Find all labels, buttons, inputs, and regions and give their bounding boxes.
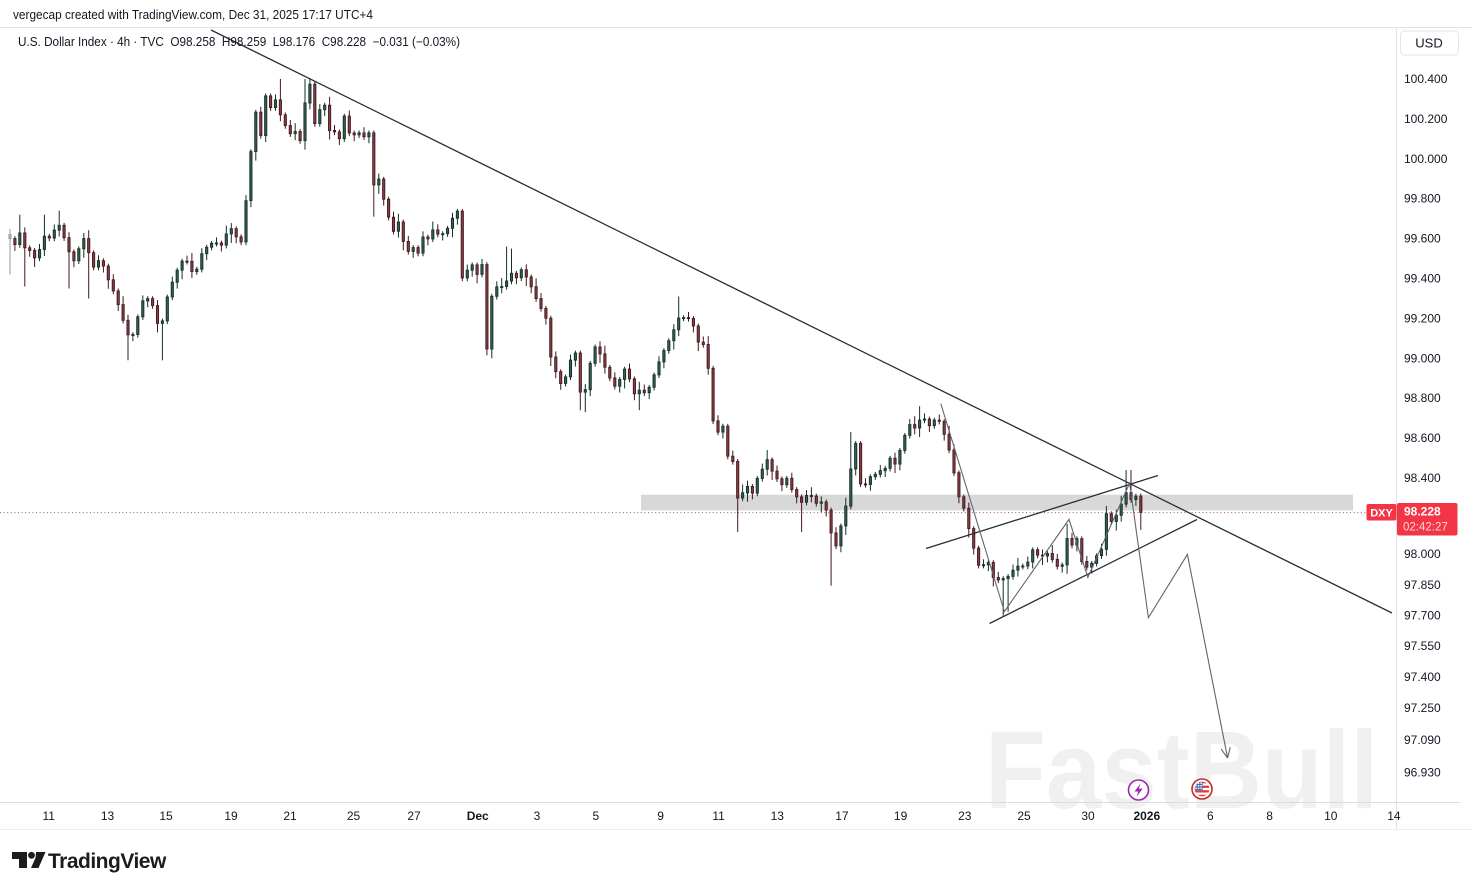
svg-text:U.S. Dollar Index · 4h · TVC: U.S. Dollar Index · 4h · TVC O98.258 H98… [18, 35, 460, 49]
svg-text:3: 3 [534, 809, 541, 823]
svg-text:98.400: 98.400 [1404, 471, 1441, 485]
svg-text:14: 14 [1387, 809, 1401, 823]
svg-text:27: 27 [407, 809, 421, 823]
svg-text:100.400: 100.400 [1404, 72, 1448, 86]
svg-text:13: 13 [771, 809, 785, 823]
svg-text:FastBull: FastBull [985, 709, 1378, 832]
svg-text:17: 17 [835, 809, 849, 823]
svg-text:100.000: 100.000 [1404, 152, 1448, 166]
svg-text:98.600: 98.600 [1404, 431, 1441, 445]
svg-text:11: 11 [42, 809, 55, 823]
svg-text:vergecap created with TradingV: vergecap created with TradingView.com, D… [13, 8, 373, 22]
svg-text:21: 21 [283, 809, 297, 823]
svg-text:5: 5 [593, 809, 600, 823]
svg-text:15: 15 [159, 809, 173, 823]
svg-text:30: 30 [1081, 809, 1095, 823]
svg-text:19: 19 [224, 809, 238, 823]
svg-text:11: 11 [712, 809, 725, 823]
svg-text:2026: 2026 [1133, 809, 1160, 823]
svg-text:100.200: 100.200 [1404, 112, 1448, 126]
svg-text:6: 6 [1207, 809, 1214, 823]
svg-text:10: 10 [1324, 809, 1338, 823]
svg-text:98.000: 98.000 [1404, 547, 1441, 561]
svg-text:99.000: 99.000 [1404, 351, 1441, 365]
svg-text:TradingView: TradingView [48, 850, 167, 873]
svg-text:97.400: 97.400 [1404, 670, 1441, 684]
svg-text:97.850: 97.850 [1404, 578, 1441, 592]
svg-text:99.400: 99.400 [1404, 272, 1441, 286]
svg-text:25: 25 [1017, 809, 1031, 823]
svg-text:02:42:27: 02:42:27 [1403, 522, 1448, 534]
svg-text:96.930: 96.930 [1404, 766, 1441, 780]
svg-text:99.200: 99.200 [1404, 311, 1441, 325]
svg-text:13: 13 [101, 809, 115, 823]
svg-text:23: 23 [958, 809, 972, 823]
svg-text:19: 19 [894, 809, 908, 823]
svg-text:8: 8 [1266, 809, 1273, 823]
svg-text:98.800: 98.800 [1404, 391, 1441, 405]
svg-text:DXY: DXY [1370, 508, 1393, 520]
svg-text:9: 9 [657, 809, 664, 823]
svg-text:Dec: Dec [467, 809, 489, 823]
svg-text:97.250: 97.250 [1404, 701, 1441, 715]
svg-text:25: 25 [347, 809, 361, 823]
svg-text:97.090: 97.090 [1404, 733, 1441, 747]
svg-text:98.228: 98.228 [1404, 505, 1441, 519]
svg-text:97.700: 97.700 [1404, 609, 1441, 623]
svg-text:USD: USD [1415, 36, 1442, 51]
svg-text:97.550: 97.550 [1404, 639, 1441, 653]
svg-text:99.800: 99.800 [1404, 192, 1441, 206]
svg-text:99.600: 99.600 [1404, 232, 1441, 246]
